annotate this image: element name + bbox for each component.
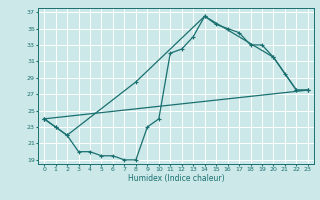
X-axis label: Humidex (Indice chaleur): Humidex (Indice chaleur) bbox=[128, 174, 224, 183]
